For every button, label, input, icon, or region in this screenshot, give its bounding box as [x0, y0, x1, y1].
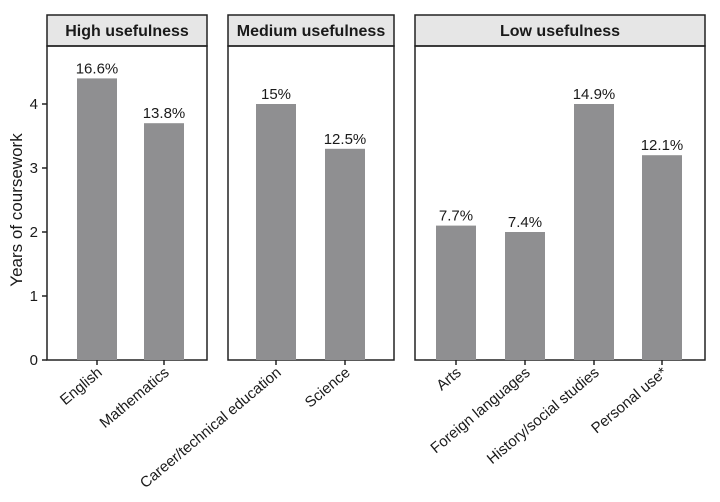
- panel-title: Low usefulness: [500, 23, 620, 40]
- panel-header: [414, 14, 706, 47]
- data-label: 15%: [261, 86, 291, 103]
- bar: [642, 155, 682, 360]
- category-label: English: [57, 364, 106, 409]
- bar: [256, 104, 296, 360]
- category-label: History/social studies: [484, 364, 603, 468]
- data-label: 12.1%: [641, 137, 684, 154]
- bar: [325, 148, 365, 360]
- data-label: 16.6%: [76, 60, 119, 77]
- bar: [77, 78, 117, 361]
- bar: [574, 104, 614, 360]
- category-label: Science: [302, 364, 354, 411]
- panel-frame: [227, 45, 395, 361]
- y-axis-title: Years of coursework: [7, 133, 26, 287]
- y-tick-label: 4: [30, 96, 38, 113]
- category-label: Mathematics: [97, 364, 173, 432]
- data-label: 7.7%: [439, 208, 473, 225]
- y-tick-label: 1: [30, 288, 38, 305]
- panel-header: [227, 14, 395, 47]
- y-tick-label: 2: [30, 224, 38, 241]
- bar: [436, 225, 476, 360]
- panel-header: [46, 14, 208, 47]
- panel-title: High usefulness: [65, 23, 189, 40]
- data-label: 13.8%: [143, 105, 186, 122]
- panel-0: High usefulness 16.6% English 13.8% Mathemat…: [46, 14, 208, 432]
- bar: [144, 123, 184, 360]
- panel-frame: [414, 45, 706, 361]
- y-tick-label: 3: [30, 160, 38, 177]
- panel-frame: [46, 45, 208, 361]
- panel-title: Medium usefulness: [237, 23, 386, 40]
- bar: [505, 232, 545, 360]
- y-tick-label: 0: [30, 352, 38, 369]
- data-label: 7.4%: [508, 214, 542, 231]
- category-label: Arts: [433, 364, 464, 394]
- data-label: 14.9%: [573, 86, 616, 103]
- data-label: 12.5%: [324, 131, 367, 148]
